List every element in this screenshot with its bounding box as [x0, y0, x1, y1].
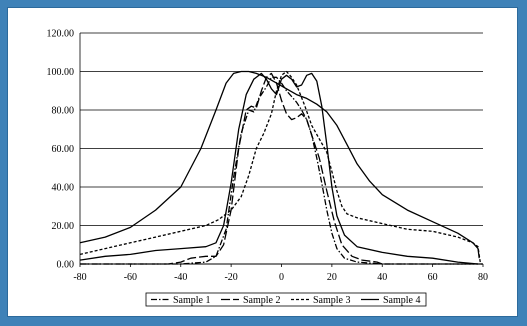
legend: Sample 1 Sample 2 Sample 3 Sample 4	[145, 292, 427, 307]
series-line-5	[79, 72, 479, 265]
legend-entry: Sample 2	[243, 295, 281, 306]
x-tick-label: -60	[124, 272, 137, 283]
axes	[79, 33, 484, 267]
series-line-3	[79, 70, 482, 265]
x-tick-labels: -80 -60 -40 -20 0 20 40 60 80	[73, 272, 488, 283]
legend-entry: Sample 4	[383, 295, 421, 306]
x-tick-label: -40	[174, 272, 187, 283]
y-tick-label: 0.00	[57, 260, 75, 271]
legend-entry: Sample 3	[313, 295, 351, 306]
y-tick-label: 120.00	[47, 29, 75, 40]
series-line-4	[79, 70, 480, 259]
x-tick-label: -80	[73, 272, 86, 283]
y-tick-labels: 0.00 20.00 40.00 60.00 80.00 100.00 120.00	[47, 29, 75, 271]
legend-box	[145, 292, 427, 307]
grid-lines	[80, 32, 483, 226]
x-tick-label: 80	[478, 272, 488, 283]
legend-entry: Sample 1	[173, 295, 211, 306]
y-tick-label: 60.00	[52, 144, 75, 155]
y-tick-label: 100.00	[47, 67, 75, 78]
x-tick-label: 40	[377, 272, 387, 283]
x-tick-label: 60	[428, 272, 438, 283]
series-line-2	[80, 72, 483, 265]
y-tick-label: 80.00	[52, 106, 75, 117]
x-tick-label: 0	[279, 272, 284, 283]
y-tick-label: 40.00	[52, 183, 75, 194]
x-tick-label: 20	[327, 272, 337, 283]
y-tick-label: 20.00	[52, 221, 75, 232]
series-line-1	[80, 76, 483, 265]
series-lines	[79, 70, 483, 265]
x-tick-label: -20	[224, 272, 237, 283]
